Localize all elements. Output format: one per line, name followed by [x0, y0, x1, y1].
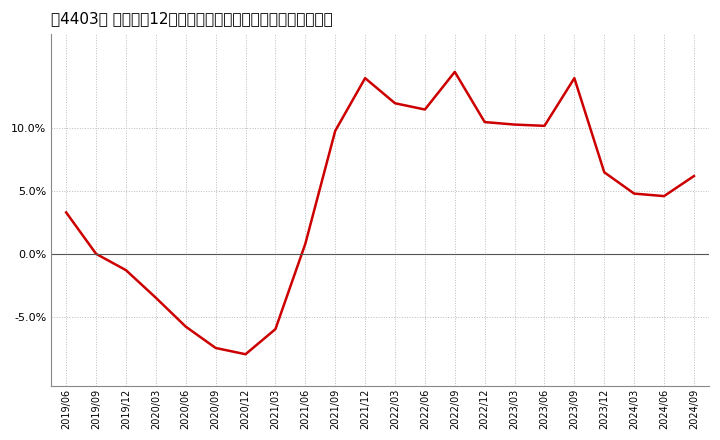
- Text: ［4403］ 卖上高の12か月移動合計の対前年同期増減率の推移: ［4403］ 卖上高の12か月移動合計の対前年同期増減率の推移: [51, 11, 333, 26]
